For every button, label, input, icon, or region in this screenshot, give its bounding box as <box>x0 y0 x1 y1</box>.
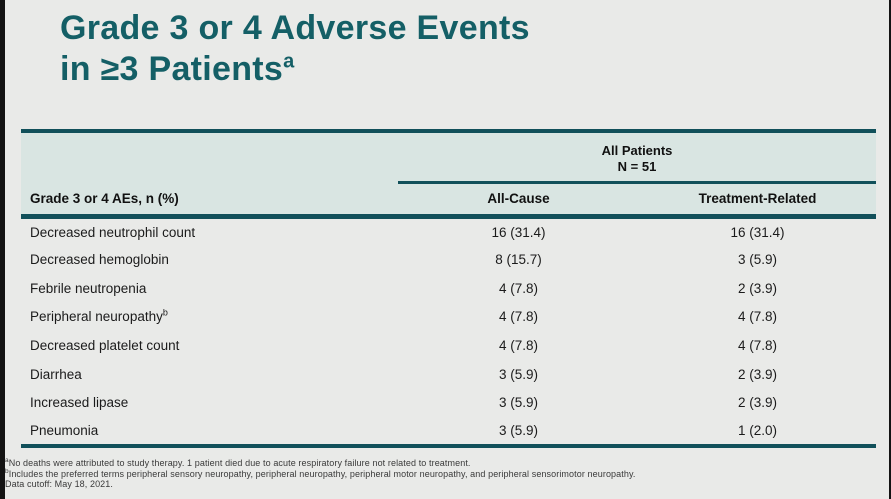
table-row: Increased lipase 3 (5.9) 2 (3.9) <box>21 389 876 418</box>
ae-name: Decreased neutrophil count <box>30 224 196 240</box>
group-header-row: All Patients N = 51 <box>21 131 877 184</box>
group-header-line2: N = 51 <box>617 159 657 174</box>
treatment-related-value: 1 (2.0) <box>737 423 778 439</box>
footnote-data-cutoff: Data cutoff: May 18, 2021. <box>5 479 636 490</box>
footnote-b: bIncludes the preferred terms peripheral… <box>5 467 636 480</box>
treatment-related-value: 2 (3.9) <box>737 366 778 382</box>
treatment-related-value: 4 (7.8) <box>737 338 778 354</box>
table-row: Diarrhea 3 (5.9) 2 (3.9) <box>21 360 876 389</box>
table-header: All Patients N = 51 Grade 3 or 4 AEs, n (… <box>21 131 877 219</box>
ae-name-cell: Diarrhea <box>21 360 398 389</box>
all-cause-value: 8 (15.7) <box>495 252 542 268</box>
all-cause-value: 3 (5.9) <box>498 366 539 382</box>
group-header-line1: All Patients <box>601 143 673 158</box>
ae-name-cell: Pneumonia <box>21 417 398 446</box>
table-row: Decreased hemoglobin 8 (15.7) 3 (5.9) <box>21 245 876 274</box>
ae-name: Diarrhea <box>30 366 82 382</box>
left-edge-strip <box>0 0 5 499</box>
table-row: Febrile neutropenia 4 (7.8) 2 (3.9) <box>21 274 876 303</box>
table-row: Decreased neutrophil count 16 (31.4) 16 … <box>21 217 876 246</box>
treatment-related-value: 2 (3.9) <box>737 280 778 296</box>
treatment-related-value: 4 (7.8) <box>737 309 778 325</box>
column-header-all-cause: All-Cause <box>398 182 639 219</box>
right-edge-strip <box>889 0 891 499</box>
group-header-all-patients: All Patients N = 51 <box>398 131 877 184</box>
table-row: Peripheral neuropathyb 4 (7.8) 4 (7.8) <box>21 303 876 332</box>
ae-footnote-marker: b <box>162 307 168 318</box>
all-cause-value: 3 (5.9) <box>498 423 539 439</box>
group-header-spacer <box>21 131 398 183</box>
footnotes: aNo deaths were attributed to study ther… <box>5 457 636 490</box>
table-row: Decreased platelet count 4 (7.8) 4 (7.8) <box>21 331 876 360</box>
ae-name: Febrile neutropenia <box>30 280 147 296</box>
all-cause-value: 4 (7.8) <box>498 309 539 325</box>
ae-name: Pneumonia <box>30 423 99 439</box>
slide-title-line2: in ≥3 Patients <box>60 50 284 88</box>
all-cause-value: 3 (5.9) <box>498 395 539 411</box>
treatment-related-value: 16 (31.4) <box>730 224 785 240</box>
footnote-marker: b <box>5 467 9 475</box>
treatment-related-value: 3 (5.9) <box>737 252 778 268</box>
slide-title-line1: Grade 3 or 4 Adverse Events <box>60 9 530 47</box>
table-body: Decreased neutrophil count 16 (31.4) 16 … <box>21 217 876 447</box>
ae-name-cell: Febrile neutropenia <box>21 274 398 303</box>
ae-name: Increased lipase <box>30 395 129 411</box>
all-cause-value: 4 (7.8) <box>498 280 539 296</box>
footnote-text: Includes the preferred terms peripheral … <box>8 468 636 479</box>
ae-name-cell: Peripheral neuropathyb <box>21 303 398 332</box>
adverse-events-table-container: All Patients N = 51 Grade 3 or 4 AEs, n (… <box>21 129 877 448</box>
footnote-text: Data cutoff: May 18, 2021. <box>5 479 113 489</box>
column-header-ae: Grade 3 or 4 AEs, n (%) <box>21 182 398 219</box>
all-cause-value: 16 (31.4) <box>491 224 546 240</box>
column-header-treatment-related: Treatment-Related <box>639 182 877 219</box>
column-header-row: Grade 3 or 4 AEs, n (%) All-Cause Treatm… <box>21 182 877 219</box>
footnote-text: No deaths were attributed to study thera… <box>8 458 471 468</box>
slide-title-footnote-marker: a <box>283 50 295 73</box>
ae-name-cell: Decreased neutrophil count <box>21 217 398 246</box>
treatment-related-value: 2 (3.9) <box>737 395 778 411</box>
slide-title: Grade 3 or 4 Adverse Events in ≥3 Patient… <box>60 8 530 90</box>
footnote-a: aNo deaths were attributed to study ther… <box>5 457 636 469</box>
adverse-events-table: All Patients N = 51 Grade 3 or 4 AEs, n (… <box>21 129 877 448</box>
ae-name: Decreased hemoglobin <box>30 252 169 268</box>
ae-name-cell: Increased lipase <box>21 389 398 418</box>
ae-name-cell: Decreased hemoglobin <box>21 245 398 274</box>
ae-name: Peripheral neuropathy <box>30 309 163 325</box>
ae-name-cell: Decreased platelet count <box>21 331 398 360</box>
all-cause-value: 4 (7.8) <box>498 338 539 354</box>
table-row: Pneumonia 3 (5.9) 1 (2.0) <box>21 417 876 446</box>
ae-name: Decreased platelet count <box>30 338 180 354</box>
footnote-marker: a <box>5 457 9 464</box>
